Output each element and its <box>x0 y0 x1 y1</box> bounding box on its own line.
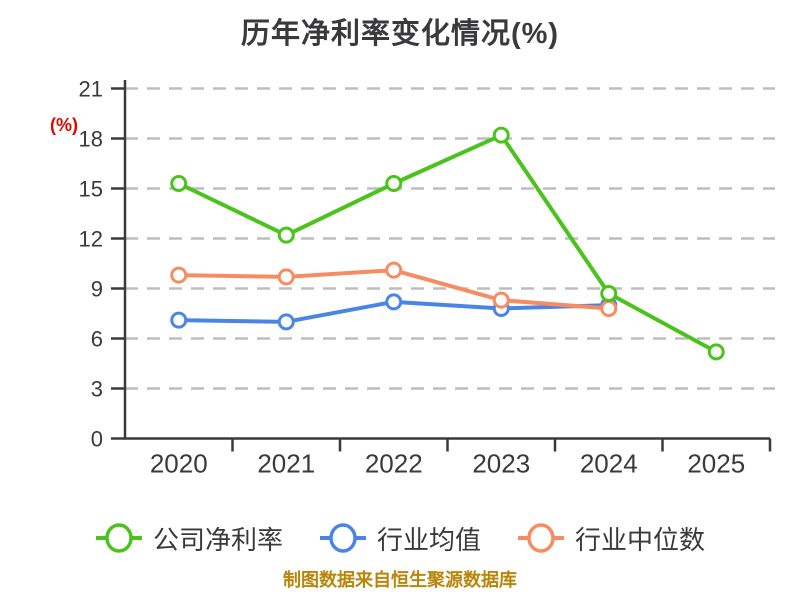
legend-marker-company-icon <box>95 523 142 553</box>
legend-label-industry-mean: 行业均值 <box>376 524 481 555</box>
x-tick-label: 2021 <box>257 449 315 479</box>
x-tick-label: 2020 <box>150 449 208 479</box>
legend-item-industry-mean[interactable]: 行业均值 <box>319 520 481 557</box>
data-source-footer: 制图数据来自恒生聚源数据库 <box>283 570 517 590</box>
y-tick-label: 21 <box>79 77 103 102</box>
data-point-marker <box>492 291 510 309</box>
data-point-marker <box>277 226 295 244</box>
y-tick-label: 0 <box>91 427 103 452</box>
y-tick-label: 15 <box>79 177 103 202</box>
data-point-marker <box>600 285 618 302</box>
chart-title: 历年净利率变化情况(%) <box>240 18 560 50</box>
chart-legend: 公司净利率 行业均值 行业中位数 <box>0 512 800 564</box>
legend-marker-industry-median-icon <box>518 523 564 553</box>
legend-item-company[interactable]: 公司净利率 <box>95 520 283 557</box>
legend-marker-industry-mean-icon <box>319 523 366 553</box>
x-tick-label: 2022 <box>365 449 423 479</box>
data-point-marker <box>277 268 295 286</box>
data-point-marker <box>385 293 403 311</box>
y-tick-label: 3 <box>91 377 103 402</box>
data-point-marker <box>600 300 618 317</box>
x-tick-label: 2023 <box>472 449 530 479</box>
y-tick-label: 6 <box>91 327 103 352</box>
axis-spines <box>123 80 770 440</box>
legend-item-industry-median[interactable]: 行业中位数 <box>517 520 705 557</box>
x-tick-label: 2025 <box>687 449 745 479</box>
x-tick-label: 2024 <box>580 449 638 479</box>
legend-label-industry-median: 行业中位数 <box>575 524 706 555</box>
legend-label-company: 公司净利率 <box>152 524 283 555</box>
y-axis-unit-label: (%) <box>50 115 78 135</box>
data-point-marker <box>707 343 725 361</box>
data-point-marker <box>492 126 510 144</box>
data-point-marker <box>385 261 403 279</box>
series-line-0 <box>176 133 719 354</box>
y-tick-label: 9 <box>91 277 103 302</box>
data-point-marker <box>170 266 188 284</box>
data-point-marker <box>277 313 295 331</box>
data-point-marker <box>170 175 188 192</box>
data-point-marker <box>385 175 403 192</box>
y-tick-label: 18 <box>79 127 103 152</box>
data-point-marker <box>170 311 188 329</box>
y-tick-label: 12 <box>79 227 103 252</box>
